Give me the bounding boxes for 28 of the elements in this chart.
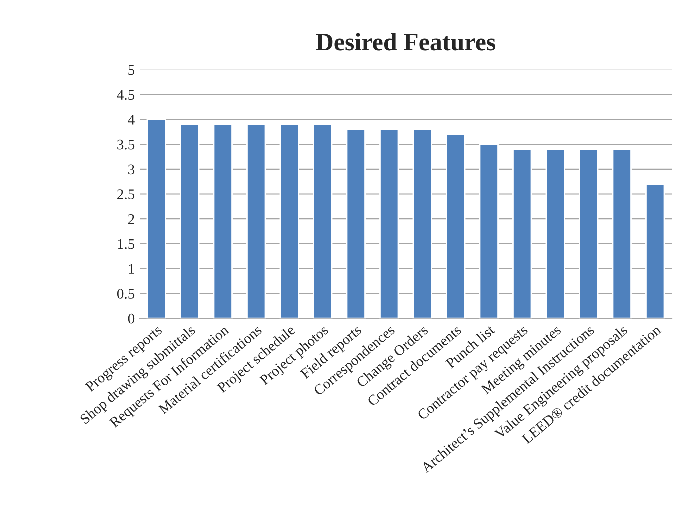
y-tick-label: 1 (129, 264, 134, 274)
y-tick-label: 3 (128, 164, 135, 175)
bar (446, 134, 466, 319)
y-tick-label: 5 (128, 65, 135, 76)
y-tick-label: 0 (128, 314, 135, 324)
y-tick-label: 0.5 (117, 289, 135, 299)
bar (512, 148, 532, 319)
bar (313, 124, 333, 319)
bar (579, 148, 599, 319)
bar (146, 118, 166, 319)
bar (213, 124, 233, 319)
y-tick-label: 2 (128, 214, 134, 224)
bar (280, 124, 300, 319)
bar (380, 128, 400, 319)
y-tick-label: 2.5 (118, 190, 135, 200)
bar (479, 144, 499, 319)
chart-title: Desired Features (316, 33, 496, 51)
bar (246, 124, 266, 319)
bar (646, 184, 666, 319)
y-tick-label: 1.5 (118, 239, 135, 250)
y-tick-label: 4 (128, 115, 135, 125)
y-tick-label: 3.5 (118, 140, 135, 150)
bar (412, 128, 432, 319)
bar (346, 128, 366, 319)
bar (180, 124, 200, 319)
y-tick-label: 4.5 (117, 90, 135, 100)
bar (612, 148, 632, 319)
bar (546, 148, 566, 319)
